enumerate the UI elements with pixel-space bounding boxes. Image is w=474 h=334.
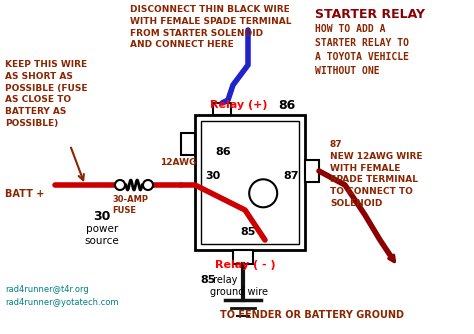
Text: 85: 85 [240, 227, 255, 237]
Text: 30: 30 [205, 171, 220, 181]
Text: relay
ground wire: relay ground wire [210, 275, 268, 297]
Text: power
source: power source [85, 224, 119, 245]
Text: Relay (+): Relay (+) [210, 100, 267, 110]
Text: 86: 86 [278, 99, 295, 112]
Text: 12AWG: 12AWG [160, 158, 196, 167]
Text: 30: 30 [93, 210, 111, 223]
Bar [195, 115, 305, 250]
Text: 85: 85 [200, 275, 215, 285]
Bar [213, 103, 231, 115]
Text: DISCONNECT THIN BLACK WIRE
WITH FEMALE SPADE TERMINAL
FROM STARTER SOLENOID
AND : DISCONNECT THIN BLACK WIRE WITH FEMALE S… [130, 5, 292, 49]
Text: STARTER RELAY: STARTER RELAY [315, 8, 425, 21]
Text: 87
NEW 12AWG WIRE
WITH FEMALE
SPADE TERMINAL
TO CONNECT TO
SOLENOID: 87 NEW 12AWG WIRE WITH FEMALE SPADE TERM… [330, 140, 422, 208]
Text: HOW TO ADD A
STARTER RELAY TO
A TOYOTA VEHICLE
WITHOUT ONE: HOW TO ADD A STARTER RELAY TO A TOYOTA V… [315, 24, 409, 76]
Text: KEEP THIS WIRE
AS SHORT AS
POSSIBLE (FUSE
AS CLOSE TO
BATTERY AS
POSSIBLE): KEEP THIS WIRE AS SHORT AS POSSIBLE (FUS… [5, 60, 88, 128]
Text: 87: 87 [283, 171, 299, 181]
Text: rad4runner@t4r.org: rad4runner@t4r.org [5, 285, 89, 294]
Circle shape [115, 180, 125, 190]
Bar [201, 121, 299, 244]
Text: 86: 86 [215, 147, 231, 157]
Text: rad4runner@yotatech.com: rad4runner@yotatech.com [5, 298, 118, 307]
Circle shape [143, 180, 153, 190]
Bar [305, 160, 319, 182]
Text: BATT +: BATT + [5, 189, 45, 199]
Text: 30-AMP
FUSE: 30-AMP FUSE [112, 195, 148, 215]
Bar [181, 133, 195, 155]
Bar [233, 250, 253, 264]
Text: Relay ( - ): Relay ( - ) [215, 260, 275, 270]
Text: TO FENDER OR BATTERY GROUND: TO FENDER OR BATTERY GROUND [220, 310, 404, 320]
Circle shape [249, 179, 277, 207]
